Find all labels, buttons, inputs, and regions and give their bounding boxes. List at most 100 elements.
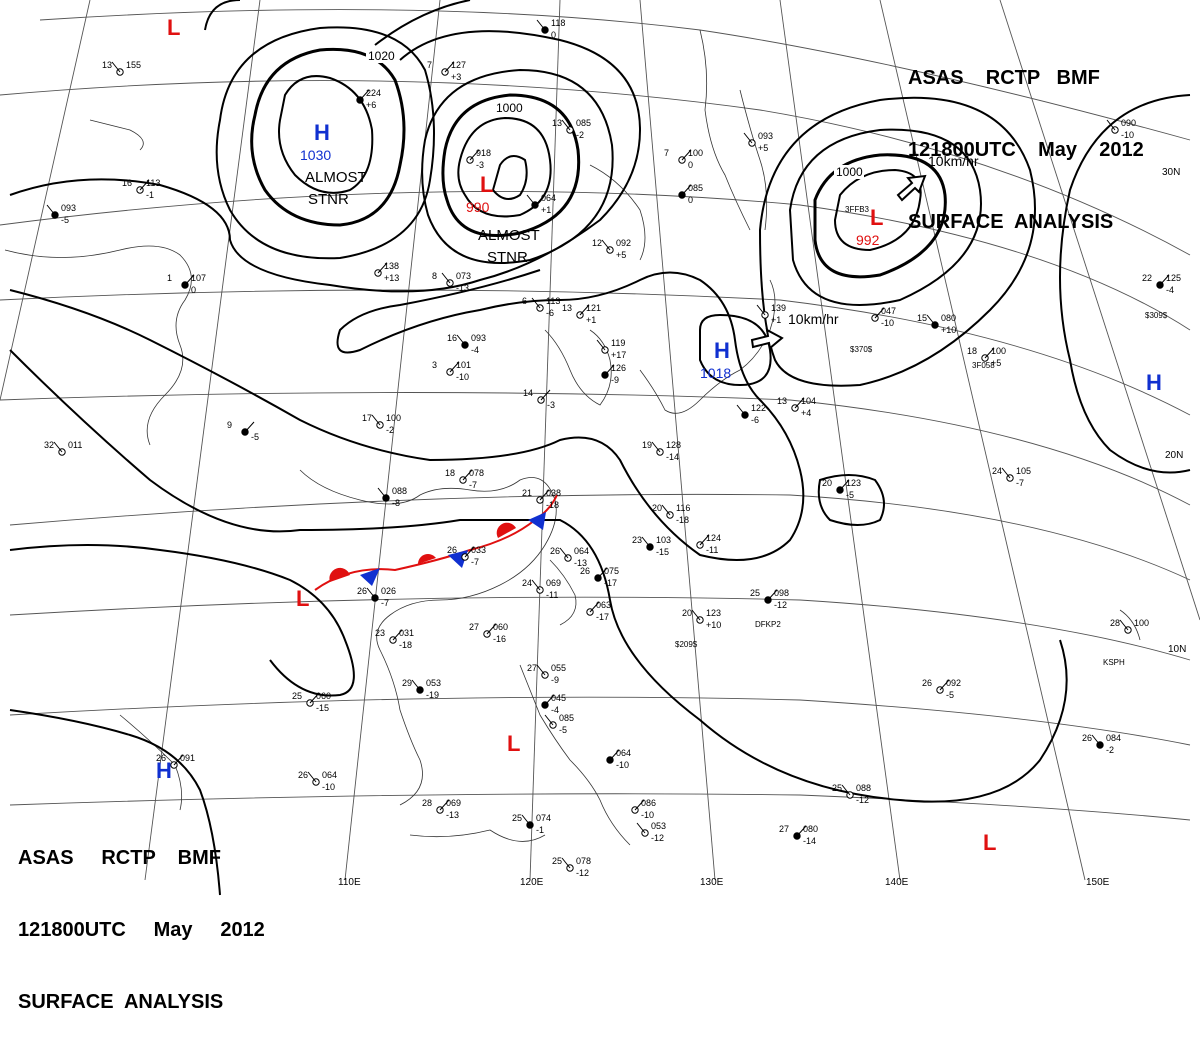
station-plot: 053-12 bbox=[636, 821, 666, 843]
wind-barb-icon bbox=[536, 664, 546, 676]
station-plot: 122-6 bbox=[736, 403, 766, 425]
wind-barb-icon bbox=[464, 546, 475, 558]
station-plot: 918-3 bbox=[466, 148, 491, 170]
station-plot: 093-5 bbox=[46, 203, 76, 225]
ship-id: $309$ bbox=[1145, 311, 1168, 320]
station-tendency: +6 bbox=[366, 100, 376, 110]
station-pressure: 073 bbox=[456, 271, 471, 281]
station-temp: 32 bbox=[44, 440, 54, 450]
wind-barb-icon bbox=[371, 414, 381, 426]
station-temp: 20 bbox=[652, 503, 662, 513]
station-pressure: 064 bbox=[574, 546, 589, 556]
station-tendency: -12 bbox=[774, 600, 787, 610]
station-plot: 32 011 bbox=[44, 440, 82, 456]
station-temp: 13 bbox=[562, 303, 572, 313]
isobar-label-bg bbox=[834, 165, 864, 179]
station-tendency: 0 bbox=[688, 195, 693, 205]
center-pressure: 1030 bbox=[300, 147, 331, 163]
wind-barb-icon bbox=[681, 149, 692, 161]
station-tendency: +3 bbox=[451, 72, 461, 82]
station-pressure: 124 bbox=[706, 533, 721, 543]
station-pressure: 155 bbox=[126, 60, 141, 70]
station-plot: 26 026 -7 bbox=[357, 586, 396, 608]
station-pressure: 047 bbox=[881, 306, 896, 316]
wind-barb-icon bbox=[540, 389, 551, 401]
station-tendency: +17 bbox=[611, 350, 626, 360]
wind-barb-icon bbox=[244, 421, 255, 433]
wind-barb-icon bbox=[691, 609, 701, 621]
station-plot: 139+1 bbox=[756, 303, 786, 325]
annotation-text: ALMOST bbox=[305, 169, 367, 186]
station-plot: 26 064 -13 bbox=[550, 546, 589, 568]
station-temp: 25 bbox=[292, 691, 302, 701]
station-temp: 7 bbox=[427, 60, 432, 70]
station-plot: 23 103 -15 bbox=[632, 535, 671, 557]
wind-barb-icon bbox=[439, 799, 450, 811]
station-plot: 18 078 -7 bbox=[445, 468, 484, 490]
station-temp: 26 bbox=[357, 586, 367, 596]
station-tendency: -15 bbox=[656, 547, 669, 557]
low-center: L bbox=[167, 15, 180, 40]
header-top-line3: SURFACE ANALYSIS bbox=[908, 211, 1114, 233]
wind-barb-icon bbox=[53, 441, 63, 453]
station-tendency: +10 bbox=[941, 325, 956, 335]
wind-barb-icon bbox=[579, 304, 590, 316]
station-pressure: 126 bbox=[611, 363, 626, 373]
station-tendency: -7 bbox=[381, 598, 389, 608]
wind-barb-icon bbox=[411, 679, 421, 691]
station-plot: 7 127 +3 bbox=[427, 60, 466, 82]
station-tendency: -8 bbox=[392, 498, 400, 508]
isobars bbox=[9, 0, 1191, 896]
station-pressure: 078 bbox=[469, 468, 484, 478]
longitude-label: 130E bbox=[700, 877, 724, 888]
annotation-text: STNR bbox=[308, 191, 349, 208]
longitude-label: 120E bbox=[520, 877, 544, 888]
station-plot: 23 031 -18 bbox=[375, 628, 414, 650]
station-temp: 28 bbox=[422, 798, 432, 808]
header-top-line2: 121800UTC May 2012 bbox=[908, 139, 1144, 161]
wind-barb-icon bbox=[111, 61, 121, 73]
station-plot: 20 116 -18 bbox=[652, 503, 690, 525]
station-pressure: 121 bbox=[586, 303, 601, 313]
station-plot: 088-8 bbox=[377, 486, 407, 508]
station-plot: 26 064 -10 bbox=[298, 770, 337, 792]
station-tendency: 0 bbox=[688, 160, 693, 170]
center-pressure: 1018 bbox=[700, 365, 731, 381]
wind-barb-icon bbox=[1091, 734, 1101, 746]
station-plot: 26 075 -17 bbox=[580, 566, 619, 588]
station-tendency: -18 bbox=[676, 515, 689, 525]
annotation-text: ALMOST bbox=[478, 227, 540, 244]
isobar-label-bg bbox=[494, 101, 524, 115]
station-pressure: 139 bbox=[771, 303, 786, 313]
station-pressure: 125 bbox=[1166, 273, 1181, 283]
header-bottom-line2: 121800UTC May 2012 bbox=[18, 919, 265, 941]
station-plot: 25 074 -1 bbox=[512, 813, 551, 835]
station-tendency: 0 bbox=[551, 30, 556, 40]
station-temp: 12 bbox=[592, 238, 602, 248]
station-pressure: 128 bbox=[666, 440, 681, 450]
wind-barb-icon bbox=[526, 194, 536, 206]
station-plot: 24 069 -11 bbox=[522, 578, 561, 600]
station-temp: 26 bbox=[1082, 733, 1092, 743]
wind-barb-icon bbox=[139, 179, 150, 191]
latitude-label: 20N bbox=[1165, 450, 1183, 461]
station-pressure: 116 bbox=[676, 503, 690, 513]
station-pressure: 100 bbox=[1134, 618, 1149, 628]
wind-barb-icon bbox=[743, 132, 753, 144]
station-tendency: +4 bbox=[801, 408, 811, 418]
wind-barb-icon bbox=[604, 364, 615, 376]
station-tendency: -2 bbox=[576, 130, 584, 140]
station-tendency: -13 bbox=[456, 283, 469, 293]
wind-barb-icon bbox=[1001, 467, 1011, 479]
wind-barb-icon bbox=[661, 504, 671, 516]
station-tendency: -3 bbox=[476, 160, 484, 170]
wind-barb-icon bbox=[307, 771, 317, 783]
wind-barb-icon bbox=[874, 307, 885, 319]
wind-barb-icon bbox=[1106, 119, 1116, 131]
station-plot: 27 080 -14 bbox=[779, 824, 818, 846]
station-pressure: 080 bbox=[803, 824, 818, 834]
station-plot: 093+5 bbox=[743, 131, 773, 153]
station-plot: 6 113 -6 bbox=[522, 296, 560, 318]
station-pressure: 118 bbox=[551, 18, 565, 28]
